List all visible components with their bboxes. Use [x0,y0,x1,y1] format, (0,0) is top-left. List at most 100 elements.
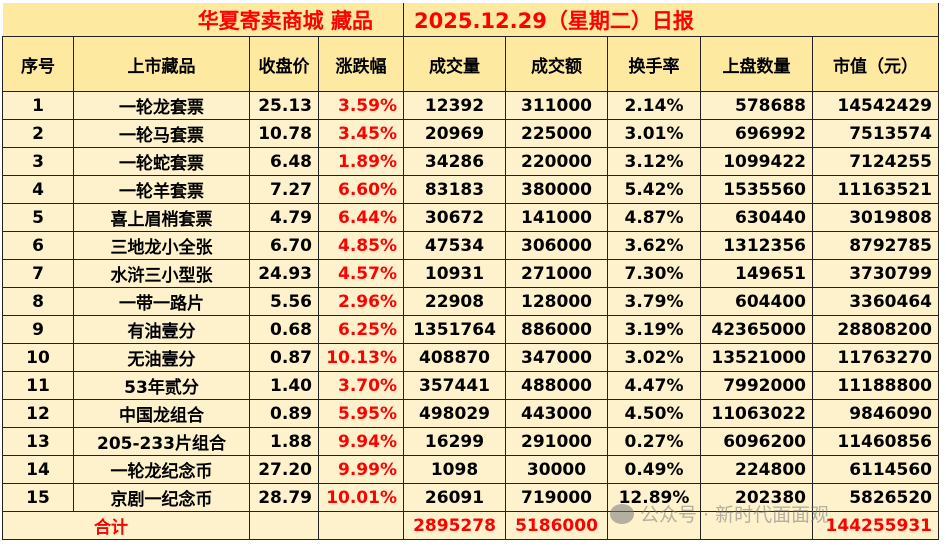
listed-qty-cell[interactable]: 13521000 [700,343,813,372]
title-left[interactable]: 华夏寄卖商城 藏品 [2,3,404,37]
amount-cell[interactable]: 306000 [505,231,608,260]
turnover-cell[interactable]: 3.79% [607,287,701,316]
amount-cell[interactable]: 719000 [505,483,608,512]
close-price-cell[interactable]: 27.20 [249,455,319,484]
column-header[interactable]: 市值（元） [812,36,939,92]
change-pct-cell[interactable]: 10.01% [318,483,404,512]
market-value-cell[interactable]: 5826520 [812,483,939,512]
amount-cell[interactable]: 443000 [505,399,608,428]
market-value-cell[interactable]: 8792785 [812,231,939,260]
close-price-cell[interactable]: 25.13 [249,91,319,120]
close-price-cell[interactable]: 1.40 [249,371,319,400]
cell[interactable] [607,511,701,540]
turnover-cell[interactable]: 3.62% [607,231,701,260]
change-pct-cell[interactable]: 5.95% [318,399,404,428]
amount-cell[interactable]: 225000 [505,119,608,148]
close-price-cell[interactable]: 10.78 [249,119,319,148]
volume-cell[interactable]: 10931 [403,259,506,288]
index-cell[interactable]: 3 [2,147,74,176]
change-pct-cell[interactable]: 9.99% [318,455,404,484]
change-pct-cell[interactable]: 6.25% [318,315,404,344]
turnover-cell[interactable]: 3.19% [607,315,701,344]
index-cell[interactable]: 13 [2,427,74,456]
change-pct-cell[interactable]: 10.13% [318,343,404,372]
volume-cell[interactable]: 12392 [403,91,506,120]
close-price-cell[interactable]: 0.89 [249,399,319,428]
index-cell[interactable]: 5 [2,203,74,232]
amount-cell[interactable]: 141000 [505,203,608,232]
market-value-cell[interactable]: 3360464 [812,287,939,316]
change-pct-cell[interactable]: 1.89% [318,147,404,176]
volume-cell[interactable]: 22908 [403,287,506,316]
item-name-cell[interactable]: 京剧一纪念币 [73,483,250,512]
turnover-cell[interactable]: 4.87% [607,203,701,232]
amount-cell[interactable]: 347000 [505,343,608,372]
amount-cell[interactable]: 886000 [505,315,608,344]
turnover-cell[interactable]: 4.47% [607,371,701,400]
volume-cell[interactable]: 34286 [403,147,506,176]
listed-qty-cell[interactable]: 42365000 [700,315,813,344]
index-cell[interactable]: 8 [2,287,74,316]
cell[interactable] [318,511,404,540]
listed-qty-cell[interactable]: 1535560 [700,175,813,204]
cell[interactable] [700,511,813,540]
column-header[interactable]: 收盘价 [249,36,319,92]
index-cell[interactable]: 7 [2,259,74,288]
item-name-cell[interactable]: 喜上眉梢套票 [73,203,250,232]
index-cell[interactable]: 12 [2,399,74,428]
item-name-cell[interactable]: 205-233片组合 [73,427,250,456]
turnover-cell[interactable]: 3.02% [607,343,701,372]
listed-qty-cell[interactable]: 11063022 [700,399,813,428]
listed-qty-cell[interactable]: 202380 [700,483,813,512]
listed-qty-cell[interactable]: 6096200 [700,427,813,456]
close-price-cell[interactable]: 7.27 [249,175,319,204]
item-name-cell[interactable]: 中国龙组合 [73,399,250,428]
column-header[interactable]: 涨跌幅 [318,36,404,92]
turnover-cell[interactable]: 2.14% [607,91,701,120]
index-cell[interactable]: 6 [2,231,74,260]
close-price-cell[interactable]: 24.93 [249,259,319,288]
listed-qty-cell[interactable]: 696992 [700,119,813,148]
item-name-cell[interactable]: 一带一路片 [73,287,250,316]
item-name-cell[interactable]: 一轮蛇套票 [73,147,250,176]
cell[interactable] [249,511,319,540]
turnover-cell[interactable]: 0.49% [607,455,701,484]
index-cell[interactable]: 9 [2,315,74,344]
turnover-cell[interactable]: 12.89% [607,483,701,512]
listed-qty-cell[interactable]: 1312356 [700,231,813,260]
item-name-cell[interactable]: 一轮马套票 [73,119,250,148]
market-value-cell[interactable]: 6114560 [812,455,939,484]
market-value-cell[interactable]: 7124255 [812,147,939,176]
item-name-cell[interactable]: 53年贰分 [73,371,250,400]
volume-cell[interactable]: 16299 [403,427,506,456]
index-cell[interactable]: 11 [2,371,74,400]
turnover-cell[interactable]: 3.12% [607,147,701,176]
index-cell[interactable]: 14 [2,455,74,484]
title-right[interactable]: 2025.12.29（星期二）日报 [403,3,939,37]
listed-qty-cell[interactable]: 578688 [700,91,813,120]
item-name-cell[interactable]: 有油壹分 [73,315,250,344]
index-cell[interactable]: 1 [2,91,74,120]
listed-qty-cell[interactable]: 604400 [700,287,813,316]
close-price-cell[interactable]: 6.48 [249,147,319,176]
amount-cell[interactable]: 380000 [505,175,608,204]
volume-cell[interactable]: 47534 [403,231,506,260]
listed-qty-cell[interactable]: 149651 [700,259,813,288]
market-value-cell[interactable]: 11188800 [812,371,939,400]
close-price-cell[interactable]: 6.70 [249,231,319,260]
turnover-cell[interactable]: 5.42% [607,175,701,204]
close-price-cell[interactable]: 1.88 [249,427,319,456]
volume-cell[interactable]: 408870 [403,343,506,372]
close-price-cell[interactable]: 4.79 [249,203,319,232]
listed-qty-cell[interactable]: 224800 [700,455,813,484]
close-price-cell[interactable]: 28.79 [249,483,319,512]
turnover-cell[interactable]: 0.27% [607,427,701,456]
market-value-cell[interactable]: 11163521 [812,175,939,204]
turnover-cell[interactable]: 7.30% [607,259,701,288]
total-amount[interactable]: 5186000 [505,511,608,540]
market-value-cell[interactable]: 14542429 [812,91,939,120]
item-name-cell[interactable]: 水浒三小型张 [73,259,250,288]
column-header[interactable]: 成交额 [505,36,608,92]
volume-cell[interactable]: 498029 [403,399,506,428]
change-pct-cell[interactable]: 4.57% [318,259,404,288]
